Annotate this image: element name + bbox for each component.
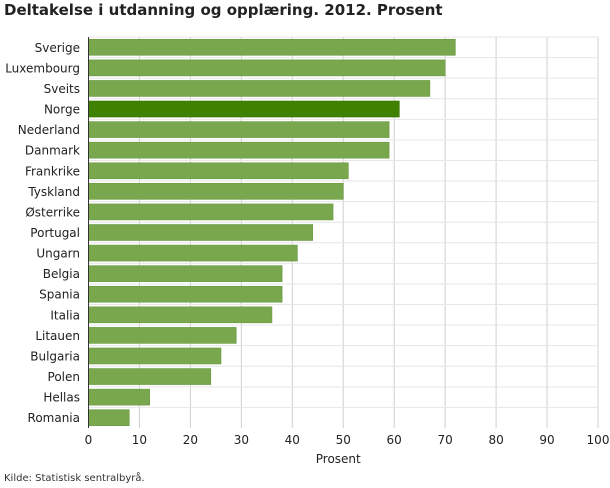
chart-title: Deltakelse i utdanning og opplæring. 201… — [4, 1, 443, 19]
category-label: Bulgaria — [30, 349, 80, 363]
source-note: Kilde: Statistisk sentralbyrå. — [4, 473, 145, 484]
x-tick-label: 40 — [285, 433, 300, 447]
bar-portugal — [88, 224, 313, 241]
bar-belgia — [88, 265, 283, 282]
bar-sveits — [88, 80, 431, 97]
category-label: Norge — [44, 103, 80, 117]
bar-luxembourg — [88, 59, 446, 77]
bar-romania — [88, 409, 130, 427]
category-label: Italia — [50, 308, 80, 322]
bar-norge — [88, 100, 400, 118]
x-tick-label: 90 — [539, 433, 554, 447]
bar-østerrike — [88, 203, 334, 221]
category-label: Polen — [48, 370, 80, 384]
bar-italia — [88, 306, 273, 324]
x-axis-label: Prosent — [316, 452, 361, 466]
bar-tyskland — [88, 183, 344, 200]
category-label: Østerrike — [25, 205, 80, 219]
bar-bulgaria — [88, 347, 222, 365]
category-label: Luxembourg — [5, 61, 80, 75]
x-tick-label: 100 — [587, 433, 610, 447]
category-label: Litauen — [35, 329, 80, 343]
x-tick-label: 10 — [132, 433, 147, 447]
category-label: Belgia — [43, 267, 80, 281]
x-tick-label: 30 — [234, 433, 249, 447]
bar-danmark — [88, 141, 390, 159]
category-label: Danmark — [25, 144, 80, 158]
category-label: Ungarn — [36, 247, 80, 261]
bar-hellas — [88, 388, 150, 406]
bar-ungarn — [88, 244, 298, 262]
category-label: Frankrike — [25, 164, 80, 178]
bar-nederland — [88, 121, 390, 138]
x-tick-label: 0 — [85, 433, 93, 447]
category-label: Sveits — [44, 82, 80, 96]
x-tick-label: 60 — [387, 433, 402, 447]
category-label: Tyskland — [27, 185, 80, 199]
x-tick-label: 20 — [183, 433, 198, 447]
x-tick-label: 50 — [336, 433, 351, 447]
bar-frankrike — [88, 162, 349, 180]
category-label: Romania — [28, 411, 80, 425]
category-label: Nederland — [18, 123, 80, 137]
category-label: Spania — [39, 288, 80, 302]
bar-spania — [88, 285, 283, 303]
category-label: Hellas — [43, 391, 80, 405]
category-label: Sverige — [35, 41, 80, 55]
bar-litauen — [88, 327, 237, 344]
bar-polen — [88, 368, 212, 385]
x-tick-label: 80 — [488, 433, 503, 447]
category-label: Portugal — [30, 226, 80, 240]
x-tick-label: 70 — [438, 433, 453, 447]
bar-sverige — [88, 38, 456, 56]
